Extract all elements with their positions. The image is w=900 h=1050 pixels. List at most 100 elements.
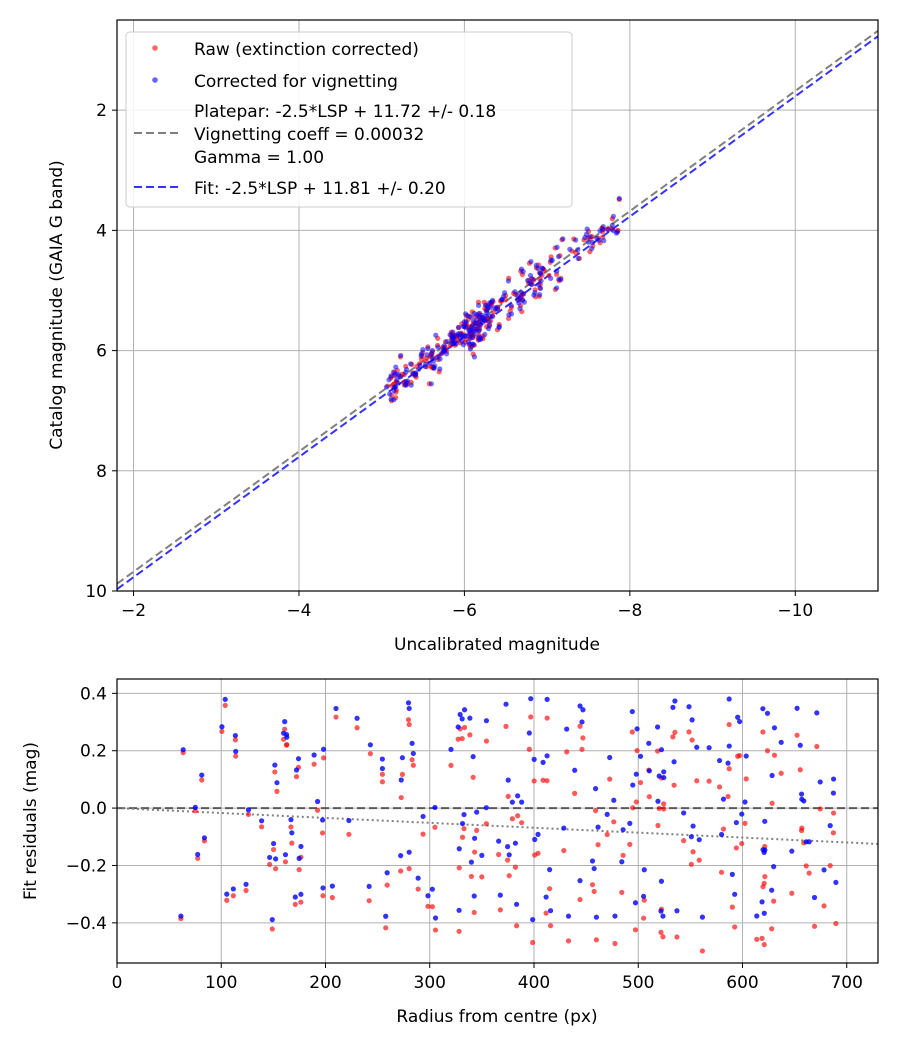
bottom-x-tick-label: 200	[309, 973, 341, 993]
corrected-point	[515, 297, 521, 303]
corrected-residual-point	[544, 753, 550, 759]
corrected-residual-point	[333, 705, 339, 712]
corrected-residual-point	[564, 726, 570, 732]
raw-residual-point	[577, 896, 583, 903]
corrected-point	[475, 302, 482, 308]
corrected-point	[465, 339, 471, 345]
raw-residual-point	[274, 788, 280, 794]
corrected-point	[589, 239, 596, 246]
raw-residual-point	[379, 771, 385, 777]
corrected-residual-point	[230, 886, 236, 892]
corrected-point	[481, 317, 487, 323]
corrected-point	[471, 310, 477, 317]
corrected-point	[487, 313, 493, 320]
raw-residual-point	[526, 746, 532, 752]
corrected-residual-point	[688, 834, 694, 840]
raw-residual-point	[754, 936, 760, 942]
corrected-residual-point	[660, 913, 666, 919]
raw-residual-point	[769, 926, 775, 932]
raw-residual-point	[467, 732, 473, 738]
corrected-residual-point	[461, 707, 468, 713]
raw-residual-point	[483, 821, 489, 827]
corrected-residual-point	[604, 811, 610, 817]
corrected-residual-point	[658, 908, 664, 914]
raw-residual-point	[690, 849, 696, 855]
raw-residual-point	[764, 748, 771, 754]
fit-line	[117, 35, 878, 591]
raw-residual-point	[595, 842, 601, 848]
corrected-point	[403, 378, 409, 385]
raw-residual-point	[282, 726, 288, 732]
corrected-residual-point	[580, 707, 586, 713]
raw-residual-point	[742, 820, 748, 826]
corrected-residual-point	[383, 913, 389, 919]
raw-residual-point	[505, 793, 511, 800]
corrected-residual-point	[634, 726, 640, 732]
corrected-point	[539, 265, 545, 271]
raw-residual-point	[425, 903, 431, 909]
top-x-axis-label: Uncalibrated magnitude	[394, 635, 600, 655]
bottom-x-tick-label: 400	[518, 973, 550, 993]
bottom-reference-lines	[117, 807, 878, 845]
corrected-residual-point	[483, 718, 490, 724]
corrected-residual-point	[282, 852, 289, 858]
corrected-residual-point	[592, 786, 599, 792]
corrected-point	[468, 314, 474, 320]
corrected-point	[437, 356, 443, 362]
corrected-residual-point	[759, 899, 765, 905]
bottom-scatter-points	[178, 696, 839, 954]
corrected-point	[548, 275, 554, 282]
corrected-residual-point	[461, 811, 467, 818]
raw-residual-point	[661, 801, 667, 807]
raw-residual-point	[789, 890, 795, 896]
raw-residual-point	[830, 810, 837, 816]
corrected-residual-point	[754, 913, 760, 919]
corrected-point	[605, 226, 612, 233]
corrected-residual-point	[405, 700, 412, 706]
raw-residual-point	[633, 799, 639, 805]
raw-residual-point	[496, 851, 502, 858]
corrected-residual-point	[505, 777, 511, 783]
corrected-residual-point	[406, 849, 412, 855]
corrected-residual-point	[509, 799, 515, 805]
raw-residual-point	[273, 866, 279, 872]
legend-raw-marker	[152, 45, 158, 51]
corrected-point	[387, 391, 393, 397]
raw-residual-point	[565, 938, 572, 944]
corrected-point	[537, 270, 543, 276]
raw-residual-point	[739, 840, 745, 847]
top-y-tick-label: 10	[85, 582, 107, 602]
corrected-point	[388, 396, 394, 402]
corrected-residual-point	[273, 856, 279, 862]
bottom-x-tick-label: 700	[830, 973, 862, 993]
raw-residual-point	[461, 724, 468, 731]
top-y-axis-label: Catalog magnitude (GAIA G band)	[47, 160, 67, 450]
raw-residual-point	[761, 880, 767, 886]
corrected-residual-point	[589, 858, 596, 864]
corrected-residual-point	[472, 835, 478, 841]
corrected-residual-point	[716, 757, 723, 764]
raw-residual-point	[483, 738, 490, 744]
raw-residual-point	[333, 714, 339, 720]
raw-residual-point	[814, 743, 820, 750]
raw-residual-point	[761, 941, 767, 948]
raw-residual-point	[580, 735, 586, 741]
raw-residual-point	[811, 923, 818, 929]
corrected-point	[460, 323, 467, 330]
corrected-residual-point	[794, 705, 800, 711]
corrected-residual-point	[632, 900, 639, 906]
corrected-residual-point	[267, 854, 273, 861]
raw-residual-point	[432, 927, 439, 933]
corrected-residual-point	[379, 756, 385, 762]
raw-residual-point	[803, 863, 809, 869]
corrected-residual-point	[646, 768, 652, 774]
corrected-residual-point	[817, 779, 823, 785]
corrected-point	[554, 285, 560, 291]
raw-residual-point	[366, 898, 372, 904]
corrected-point	[554, 244, 560, 250]
raw-residual-point	[479, 874, 485, 880]
raw-residual-point	[232, 737, 238, 743]
raw-residual-point	[267, 861, 273, 868]
corrected-residual-point	[459, 716, 465, 722]
corrected-residual-point	[528, 696, 534, 702]
